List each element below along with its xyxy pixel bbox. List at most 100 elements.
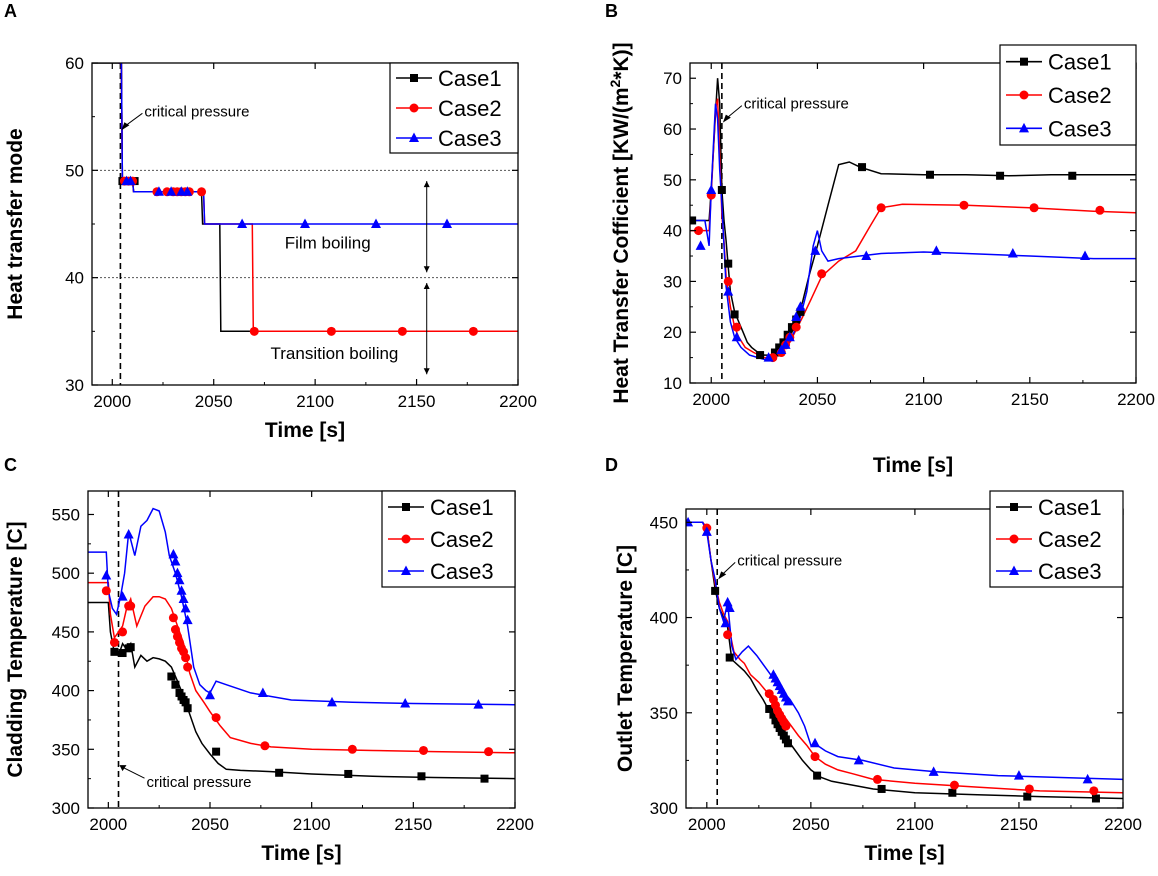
data-point-case1 (783, 739, 792, 748)
data-point-case3 (722, 596, 733, 607)
legend-swatch-marker (409, 103, 419, 113)
data-point-case3 (810, 737, 821, 748)
x-tick-label: 2050 (792, 815, 830, 834)
annotation-arrowhead (722, 114, 731, 123)
x-axis-title: Time [s] (265, 419, 345, 442)
y-tick-label: 450 (650, 513, 678, 532)
axes-frame (685, 508, 1124, 809)
data-point-case2 (810, 752, 820, 762)
panel-letter: A (4, 1, 17, 21)
legend: Case1 Case2 Case3 (389, 62, 519, 154)
data-point-case3 (101, 570, 112, 580)
series-line-case3 (88, 507, 515, 706)
data-point-case2 (181, 653, 191, 663)
x-tick-label: 2200 (499, 392, 537, 411)
annotation-transition: Transition boiling (271, 344, 399, 363)
plot-area (92, 63, 518, 336)
annotation-critical: critical pressure (737, 552, 842, 569)
data-point-case1 (756, 351, 765, 360)
data-point-case3 (442, 218, 452, 228)
x-tick-label: 2100 (293, 815, 331, 834)
legend-swatch-marker (402, 503, 410, 511)
y-tick-label: 40 (65, 269, 84, 288)
x-tick-label: 2000 (93, 392, 131, 411)
data-point-case3 (170, 555, 181, 566)
panel-a: A 2000 2050 2100 2150 2200 30 40 50 60 Time [s] Hea… (4, 1, 537, 442)
data-point-case3 (125, 175, 136, 186)
y-tick-label: 60 (65, 54, 84, 73)
annotation-critical: critical pressure (147, 774, 252, 791)
data-point-case2 (101, 586, 111, 596)
data-point-case2 (732, 322, 742, 332)
data-point-case3 (1007, 247, 1018, 258)
data-point-case2 (723, 630, 733, 640)
x-tick-label: 2100 (896, 815, 934, 834)
y-tick-label: 450 (52, 623, 80, 642)
plot-area (686, 516, 1123, 803)
series-line-case2 (88, 581, 515, 754)
data-point-case3 (776, 344, 787, 354)
data-point-case1 (711, 586, 720, 595)
data-point-case1 (730, 310, 739, 319)
data-point-case3 (701, 526, 712, 536)
data-point-case3 (1082, 773, 1093, 784)
data-point-case1 (167, 672, 176, 681)
legend: Case1 Case2 Case3 (999, 44, 1137, 146)
data-point-case1 (813, 771, 822, 780)
annotation-critical: critical pressure (744, 96, 849, 113)
data-point-case1 (1023, 792, 1032, 801)
y-tick-label: 30 (663, 272, 682, 291)
data-point-case3 (784, 331, 795, 342)
data-point-case2 (347, 744, 357, 754)
x-tick-label: 2100 (905, 390, 943, 409)
data-point-case2 (397, 326, 407, 336)
x-tick-label: 2000 (89, 815, 127, 834)
data-point-case2 (872, 774, 882, 784)
data-point-case3 (810, 245, 821, 255)
data-point-case1 (126, 643, 135, 652)
x-tick-label: 2000 (688, 815, 726, 834)
data-point-case2 (959, 200, 969, 210)
y-tick-label: 350 (52, 740, 80, 759)
data-point-case3 (166, 186, 177, 196)
annotation-critical: critical pressure (144, 103, 249, 120)
y-axis-title-main: Heat Transfer Cofficient [KW/(m (610, 87, 633, 403)
data-point-case1 (183, 704, 192, 713)
legend-swatch-marker (1009, 565, 1019, 575)
legend-swatch-marker (401, 534, 411, 544)
data-point-case3 (931, 245, 942, 255)
data-point-case2 (791, 322, 801, 332)
legend-label-case2: Case2 (430, 527, 494, 552)
x-tick-label: 2050 (195, 392, 233, 411)
x-tick-label: 2200 (1117, 390, 1155, 409)
data-point-case3 (172, 567, 183, 578)
data-point-case2 (817, 269, 827, 279)
data-point-case3 (300, 218, 310, 228)
y-axis-title: Heat Transfer Cofficient [KW/(m2*K)] (607, 42, 633, 403)
legend-swatch-marker (1019, 90, 1029, 100)
x-tick-label: 2150 (398, 392, 436, 411)
panel-letter: C (4, 455, 17, 475)
legend-swatch-marker (409, 132, 419, 142)
x-tick-label: 2050 (799, 390, 837, 409)
panel-letter: B (605, 1, 618, 21)
data-point-case1 (275, 768, 284, 777)
data-point-case3 (686, 516, 694, 527)
data-point-case3 (731, 331, 742, 342)
legend-label-case1: Case1 (1038, 495, 1102, 520)
data-point-case2 (723, 276, 733, 286)
data-point-case3 (400, 698, 411, 708)
data-point-case2 (109, 637, 119, 647)
data-point-case1 (770, 348, 779, 357)
data-point-case2 (170, 625, 180, 635)
data-point-case1 (717, 185, 726, 194)
span-arrowhead (423, 283, 430, 290)
data-point-case3 (117, 591, 128, 601)
data-point-case2 (118, 627, 128, 637)
panel-c: C 2000 2050 2100 2150 2200 300 350 400 450 500 550 T… (4, 455, 534, 865)
y-axis-title: Cladding Temperature [C] (4, 521, 27, 777)
data-point-case2 (693, 226, 703, 236)
data-point-case3 (205, 689, 215, 700)
data-point-case3 (928, 766, 939, 776)
